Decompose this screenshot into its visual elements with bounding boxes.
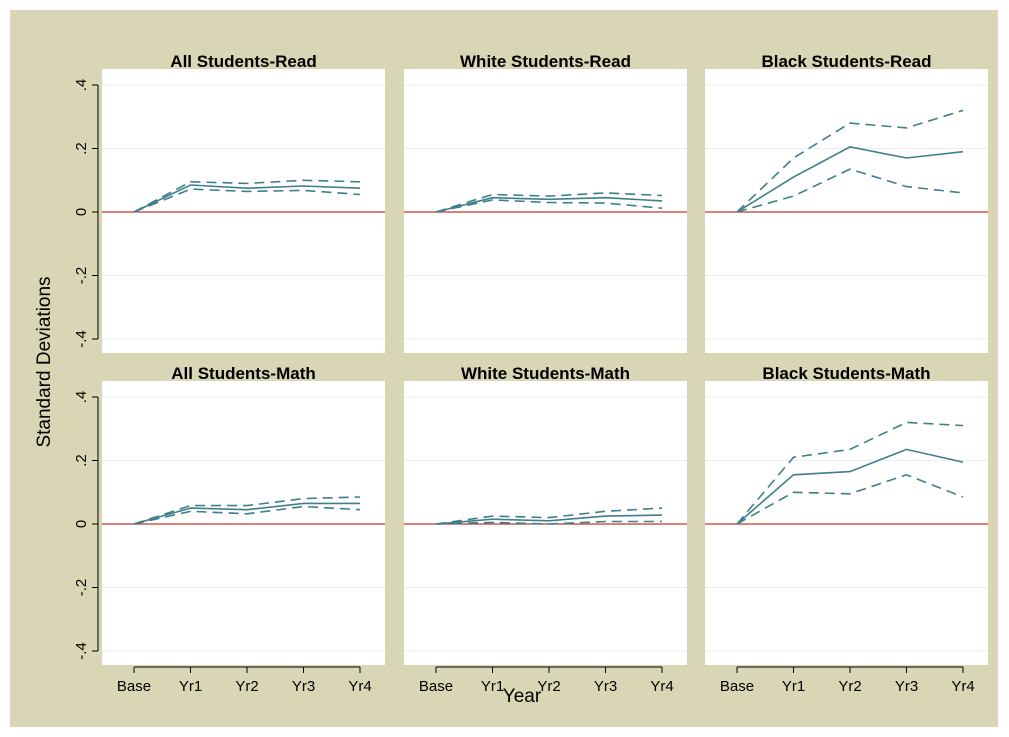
y-tick-label: 0 [73,520,90,528]
x-tick-label: Yr3 [895,678,918,695]
y-tick-label: .2 [73,454,90,467]
y-axis-title: Standard Deviations [34,276,55,447]
panel-2: White Students-Read [404,52,687,353]
y-tick-label: 0 [73,208,90,216]
y-tick-label: -.2 [73,579,90,597]
x-tick-label: Yr2 [235,678,258,695]
y-tick-label: -.4 [73,642,90,660]
x-tick-label: Yr4 [650,678,673,695]
y-tick-label: -.4 [73,330,90,348]
panel-title: Black Students-Read [761,52,931,71]
y-tick-label: .2 [73,142,90,155]
x-tick-label: Yr4 [348,678,371,695]
x-tick-label: Base [419,678,453,695]
x-tick-label: Yr1 [782,678,805,695]
panel-6: Black Students-Math Base Yr1 Yr2 Yr3 Yr4 [705,364,988,695]
plot-area [102,381,385,665]
x-tick-label: Yr1 [481,678,504,695]
y-tick-label: -.2 [73,267,90,285]
x-tick-label: Yr1 [179,678,202,695]
panel-title: All Students-Read [170,52,316,71]
y-tick-label: .4 [73,391,90,404]
x-tick-label: Yr2 [838,678,861,695]
plot-area [705,381,988,665]
x-axis-title: Year [503,686,542,707]
x-tick-label: Base [117,678,151,695]
panel-3: Black Students-Read [705,52,988,353]
panel-title: Black Students-Math [762,364,930,383]
y-tick-label: .4 [73,79,90,92]
panel-title: White Students-Read [460,52,631,71]
plot-area [102,69,385,353]
x-tick-label: Yr4 [951,678,974,695]
x-tick-label: Base [720,678,754,695]
panel-title: White Students-Math [461,364,630,383]
x-tick-label: Yr3 [594,678,617,695]
plot-area [404,69,687,353]
plot-area [705,69,988,353]
x-tick-label: Yr3 [292,678,315,695]
panels-layer: All Students-Read .4 .2 0 -.2 -.4 White Studen… [73,52,988,695]
panel-title: All Students-Math [171,364,316,383]
panel-4: All Students-Math .4 .2 0 -.2 -.4 Base Yr1 Yr2 Yr… [73,364,385,695]
panel-1: All Students-Read .4 .2 0 -.2 -.4 [73,52,385,353]
